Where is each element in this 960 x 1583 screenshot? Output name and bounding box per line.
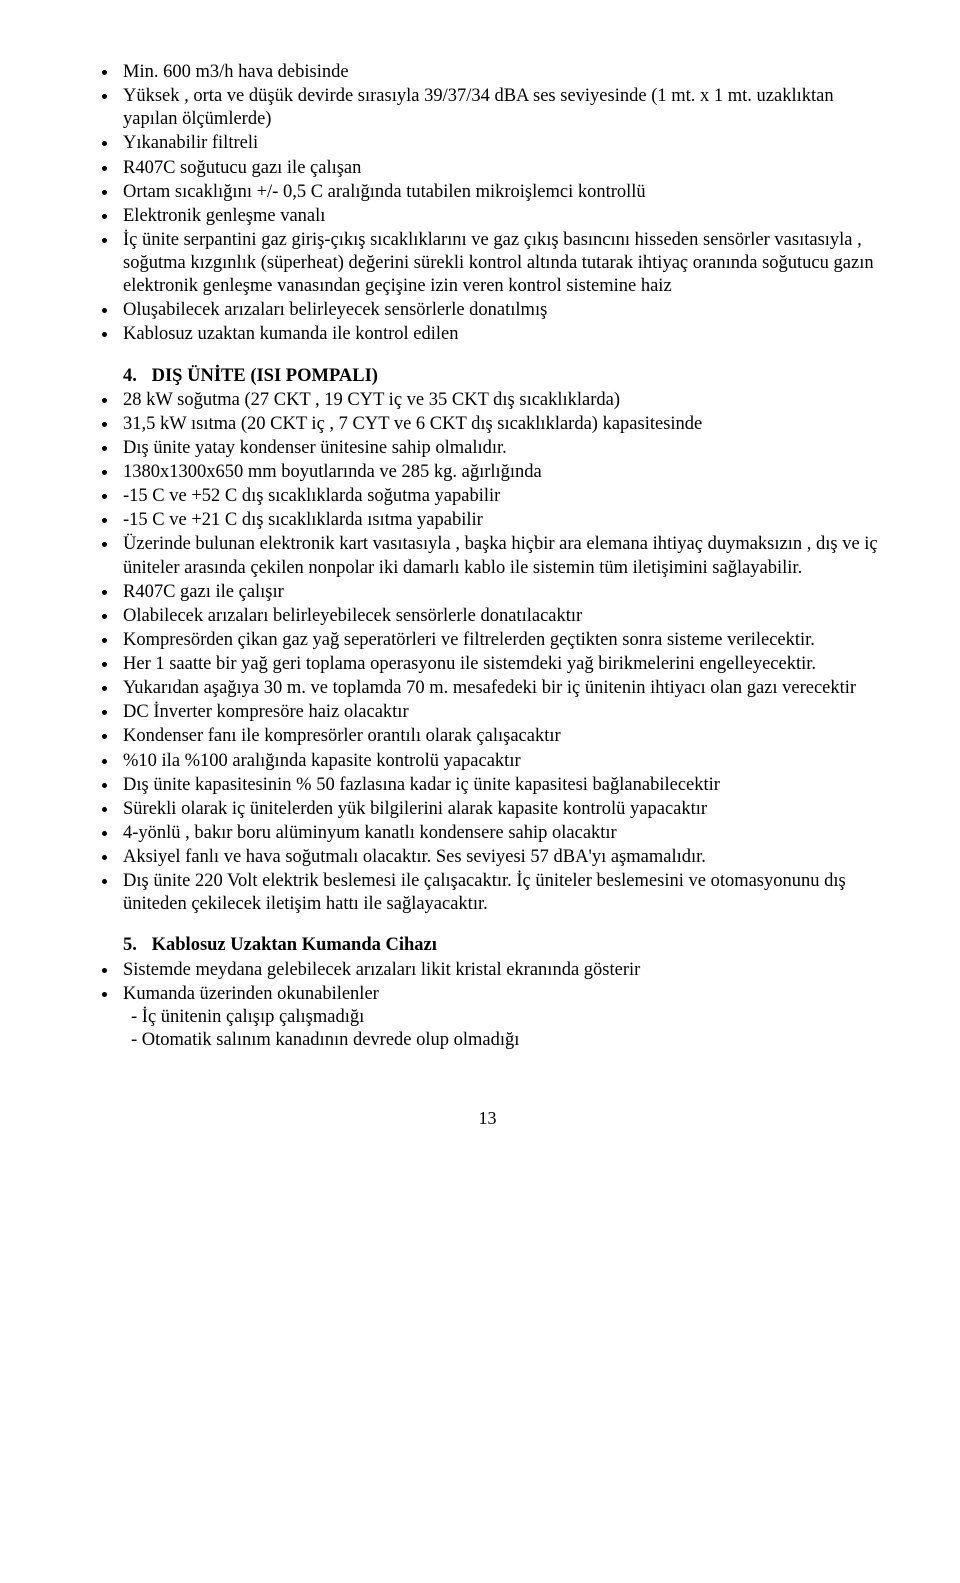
list-item: Dış ünite 220 Volt elektrik beslemesi il… [119,869,880,916]
bullet-list-section-1: Min. 600 m3/h hava debisinde Yüksek , or… [95,60,880,347]
list-item: Üzerinde bulunan elektronik kart vasıtas… [119,532,880,579]
list-item: Kablosuz uzaktan kumanda ile kontrol edi… [119,322,880,346]
list-item: 4-yönlü , bakır boru alüminyum kanatlı k… [119,821,880,845]
bullet-list-section-5: Sistemde meydana gelebilecek arızaları l… [95,958,880,1053]
list-item: Dış ünite kapasitesinin % 50 fazlasına k… [119,773,880,797]
section-number: 5. [123,934,147,957]
list-item: Kompresörden çikan gaz yağ seperatörleri… [119,628,880,652]
list-item: %10 ila %100 aralığında kapasite kontrol… [119,749,880,773]
list-item: -15 C ve +21 C dış sıcaklıklarda ısıtma … [119,508,880,532]
page-number: 13 [95,1107,880,1130]
sub-item: - İç ünitenin çalışıp çalışmadığı [123,1006,880,1029]
list-item: Kumanda üzerinden okunabilenler - İç üni… [119,982,880,1052]
section-5-heading: 5. Kablosuz Uzaktan Kumanda Cihazı [123,935,437,955]
list-item: Sürekli olarak iç ünitelerden yük bilgil… [119,797,880,821]
list-item: Yüksek , orta ve düşük devirde sırasıyla… [119,84,880,131]
list-item: DC İnverter kompresöre haiz olacaktır [119,700,880,724]
list-item: 1380x1300x650 mm boyutlarında ve 285 kg.… [119,460,880,484]
bullet-list-section-4: 28 kW soğutma (27 CKT , 19 CYT iç ve 35 … [95,388,880,917]
list-item: R407C gazı ile çalışır [119,580,880,604]
section-number: 4. [123,365,147,388]
list-item: Yıkanabilir filtreli [119,131,880,155]
list-item: Oluşabilecek arızaları belirleyecek sens… [119,298,880,322]
list-item: Aksiyel fanlı ve hava soğutmalı olacaktı… [119,845,880,869]
section-title: Kablosuz Uzaktan Kumanda Cihazı [152,935,437,955]
list-item: -15 C ve +52 C dış sıcaklıklarda soğutma… [119,484,880,508]
list-item: Ortam sıcaklığını +/- 0,5 C aralığında t… [119,180,880,204]
list-item: İç ünite serpantini gaz giriş-çıkış sıca… [119,228,880,298]
list-item: Sistemde meydana gelebilecek arızaları l… [119,958,880,982]
sub-item: - Otomatik salınım kanadının devrede olu… [123,1029,880,1052]
list-item-text: Kumanda üzerinden okunabilenler [123,984,379,1004]
list-item: Her 1 saatte bir yağ geri toplama operas… [119,652,880,676]
list-item: 31,5 kW ısıtma (20 CKT iç , 7 CYT ve 6 C… [119,412,880,436]
list-item: Olabilecek arızaları belirleyebilecek se… [119,604,880,628]
section-title: DIŞ ÜNİTE (ISI POMPALI) [152,366,378,386]
list-item: Elektronik genleşme vanalı [119,204,880,228]
list-item: R407C soğutucu gazı ile çalışan [119,156,880,180]
list-item: Kondenser fanı ile kompresörler orantılı… [119,724,880,748]
list-item: Dış ünite yatay kondenser ünitesine sahi… [119,436,880,460]
section-4-heading: 4. DIŞ ÜNİTE (ISI POMPALI) [123,366,378,386]
list-item: Min. 600 m3/h hava debisinde [119,60,880,84]
list-item: 28 kW soğutma (27 CKT , 19 CYT iç ve 35 … [119,388,880,412]
list-item: Yukarıdan aşağıya 30 m. ve toplamda 70 m… [119,676,880,700]
